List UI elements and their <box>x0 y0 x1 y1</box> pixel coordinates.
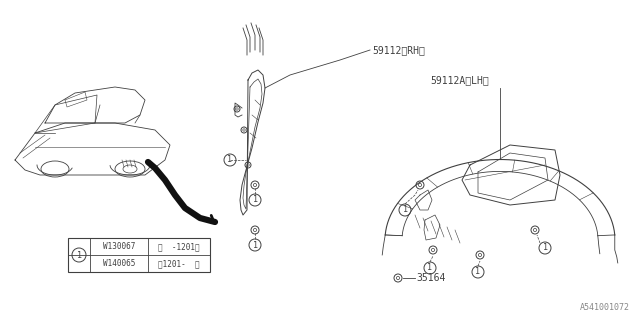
Text: 59112〈RH〉: 59112〈RH〉 <box>372 45 425 55</box>
Text: 1: 1 <box>253 241 257 250</box>
Text: W140065: W140065 <box>103 259 135 268</box>
Text: 1: 1 <box>476 268 481 276</box>
Text: 〈  -1201〉: 〈 -1201〉 <box>158 242 200 251</box>
Text: 1: 1 <box>403 205 408 214</box>
Text: 〈1201-  〉: 〈1201- 〉 <box>158 259 200 268</box>
Bar <box>68 238 210 272</box>
Text: 1: 1 <box>253 196 257 204</box>
Text: 1: 1 <box>543 244 547 252</box>
Text: 35164: 35164 <box>416 273 445 283</box>
Text: 1: 1 <box>428 263 433 273</box>
Text: W130067: W130067 <box>103 242 135 251</box>
Text: A541001072: A541001072 <box>580 303 630 312</box>
Text: 1: 1 <box>77 251 81 260</box>
Text: 59112A〈LH〉: 59112A〈LH〉 <box>430 75 489 85</box>
Text: 1: 1 <box>227 156 232 164</box>
